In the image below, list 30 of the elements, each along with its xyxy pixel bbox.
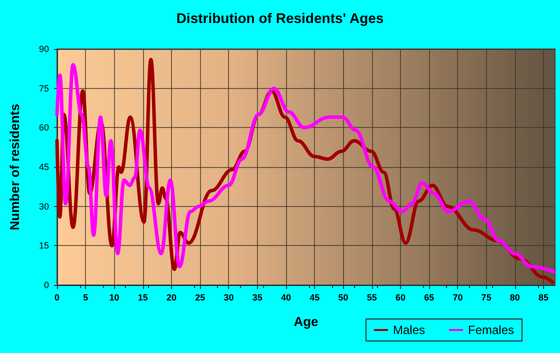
- x-tick-label: 85: [538, 292, 549, 302]
- legend-label: Males: [392, 323, 425, 337]
- x-tick-label: 15: [138, 292, 148, 302]
- y-tick-label: 60: [38, 122, 49, 133]
- x-tick-label: 10: [109, 292, 120, 302]
- x-tick-label: 25: [195, 292, 206, 302]
- chart-title: Distribution of Residents' Ages: [176, 10, 384, 26]
- x-tick-label: 35: [252, 292, 262, 302]
- x-tick-label: 65: [424, 292, 434, 302]
- x-tick-label: 80: [510, 292, 520, 302]
- x-tick-label: 45: [310, 292, 320, 302]
- x-tick-label: 5: [83, 292, 88, 302]
- y-tick-label: 75: [38, 83, 49, 94]
- x-tick-label: 20: [166, 292, 176, 302]
- y-tick-label: 0: [44, 280, 49, 290]
- x-tick-label: 0: [54, 292, 60, 302]
- y-tick-label: 15: [38, 240, 49, 251]
- x-tick-label: 70: [452, 292, 463, 302]
- y-tick-label: 90: [38, 44, 49, 54]
- x-tick-label: 55: [366, 292, 377, 302]
- x-tick-label: 75: [481, 292, 492, 302]
- y-axis-title: Number of residents: [7, 104, 22, 230]
- y-tick-label: 45: [38, 162, 49, 172]
- y-tick-label: 30: [38, 201, 49, 212]
- x-axis-title: Age: [294, 314, 318, 329]
- legend-label: Females: [468, 323, 514, 337]
- x-tick-label: 30: [224, 292, 234, 302]
- x-tick-label: 60: [395, 292, 406, 302]
- x-tick-label: 50: [338, 292, 348, 302]
- x-tick-label: 40: [280, 292, 291, 302]
